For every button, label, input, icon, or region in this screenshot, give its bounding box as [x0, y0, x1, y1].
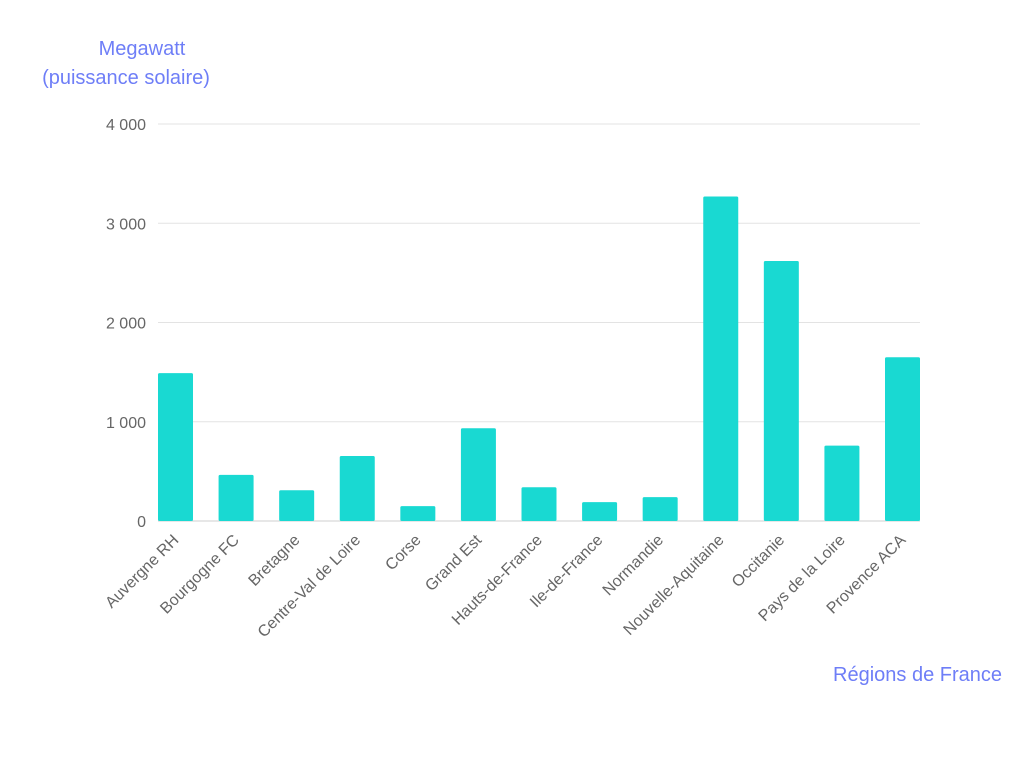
bar: [703, 196, 739, 521]
bar: [158, 373, 193, 521]
bar: [885, 357, 920, 521]
bar: [521, 487, 557, 521]
bar: [824, 445, 860, 521]
y-tick-label: 3 000: [106, 216, 146, 233]
y-tick-label: 0: [137, 514, 146, 531]
bar: [460, 428, 496, 521]
x-tick-label: Grand Est: [422, 531, 485, 594]
x-tick-label: Nouvelle-Aquitaine: [621, 532, 728, 639]
x-tick-label: Corse: [382, 532, 424, 574]
bar: [582, 502, 618, 521]
x-tick-label: Centre-Val de Loire: [255, 532, 364, 641]
bar: [642, 497, 678, 521]
y-tick-label: 1 000: [106, 415, 146, 432]
x-tick-label: Occitanie: [729, 532, 788, 591]
bar: [763, 260, 799, 521]
x-axis-label: Régions de France: [833, 664, 1002, 686]
bar: [279, 490, 315, 521]
bar: [339, 455, 375, 521]
bars: [158, 196, 920, 521]
y-axis-label-line-2: (puissance solaire): [42, 67, 210, 89]
y-axis-label-line-1: Megawatt: [98, 38, 186, 60]
gridlines: [158, 123, 920, 522]
y-axis-ticks: 0 1 000 2 000 3 000 4 000: [106, 117, 146, 531]
x-tick-label: Bretagne: [246, 532, 304, 590]
y-tick-label: 4 000: [106, 117, 146, 134]
bar: [218, 474, 254, 521]
bar: [400, 506, 436, 521]
y-tick-label: 2 000: [106, 316, 146, 333]
